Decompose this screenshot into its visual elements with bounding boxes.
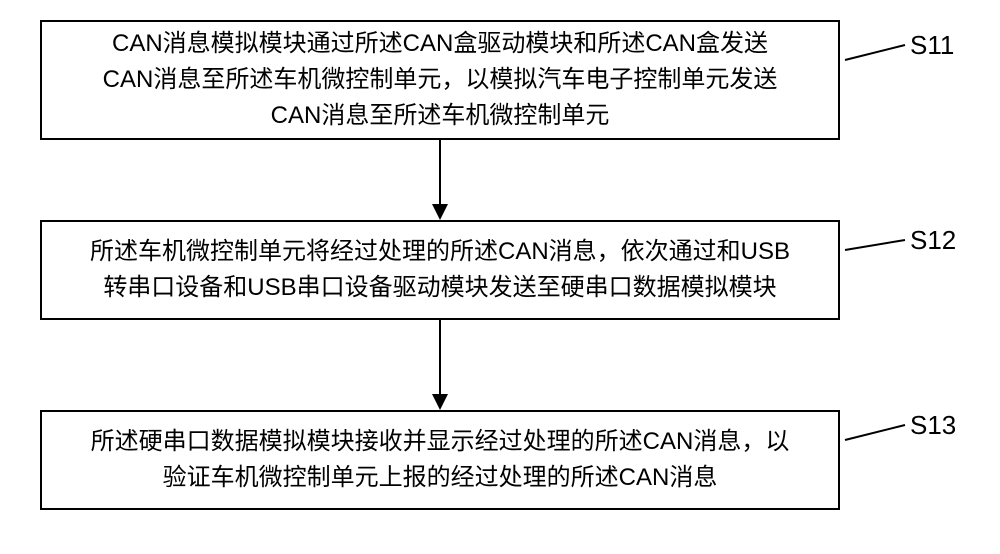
step-text-s13: 所述硬串口数据模拟模块接收并显示经过处理的所述CAN消息，以 验证车机微控制单元… xyxy=(71,416,810,504)
step-line: 所述车机微控制单元将经过处理的所述CAN消息，依次通过和USB xyxy=(90,234,790,270)
step-line: CAN消息至所述车机微控制单元，以模拟汽车电子控制单元发送 xyxy=(103,62,778,98)
step-box-s13: 所述硬串口数据模拟模块接收并显示经过处理的所述CAN消息，以 验证车机微控制单元… xyxy=(40,410,840,510)
step-label-s13: S13 xyxy=(910,410,956,441)
step-text-s12: 所述车机微控制单元将经过处理的所述CAN消息，依次通过和USB 转串口设备和US… xyxy=(70,226,810,314)
step-line: 转串口设备和USB串口设备驱动模块发送至硬串口数据模拟模块 xyxy=(90,270,790,306)
step-line: CAN消息至所述车机微控制单元 xyxy=(103,98,778,134)
step-line: CAN消息模拟模块通过所述CAN盒驱动模块和所述CAN盒发送 xyxy=(103,26,778,62)
step-text-s11: CAN消息模拟模块通过所述CAN盒驱动模块和所述CAN盒发送 CAN消息至所述车… xyxy=(83,18,798,142)
step-label-s12: S12 xyxy=(910,225,956,256)
step-label-s11: S11 xyxy=(910,30,954,61)
step-line: 所述硬串口数据模拟模块接收并显示经过处理的所述CAN消息，以 xyxy=(91,424,790,460)
step-line: 验证车机微控制单元上报的经过处理的所述CAN消息 xyxy=(91,460,790,496)
step-box-s11: CAN消息模拟模块通过所述CAN盒驱动模块和所述CAN盒发送 CAN消息至所述车… xyxy=(40,20,840,140)
step-box-s12: 所述车机微控制单元将经过处理的所述CAN消息，依次通过和USB 转串口设备和US… xyxy=(40,220,840,320)
